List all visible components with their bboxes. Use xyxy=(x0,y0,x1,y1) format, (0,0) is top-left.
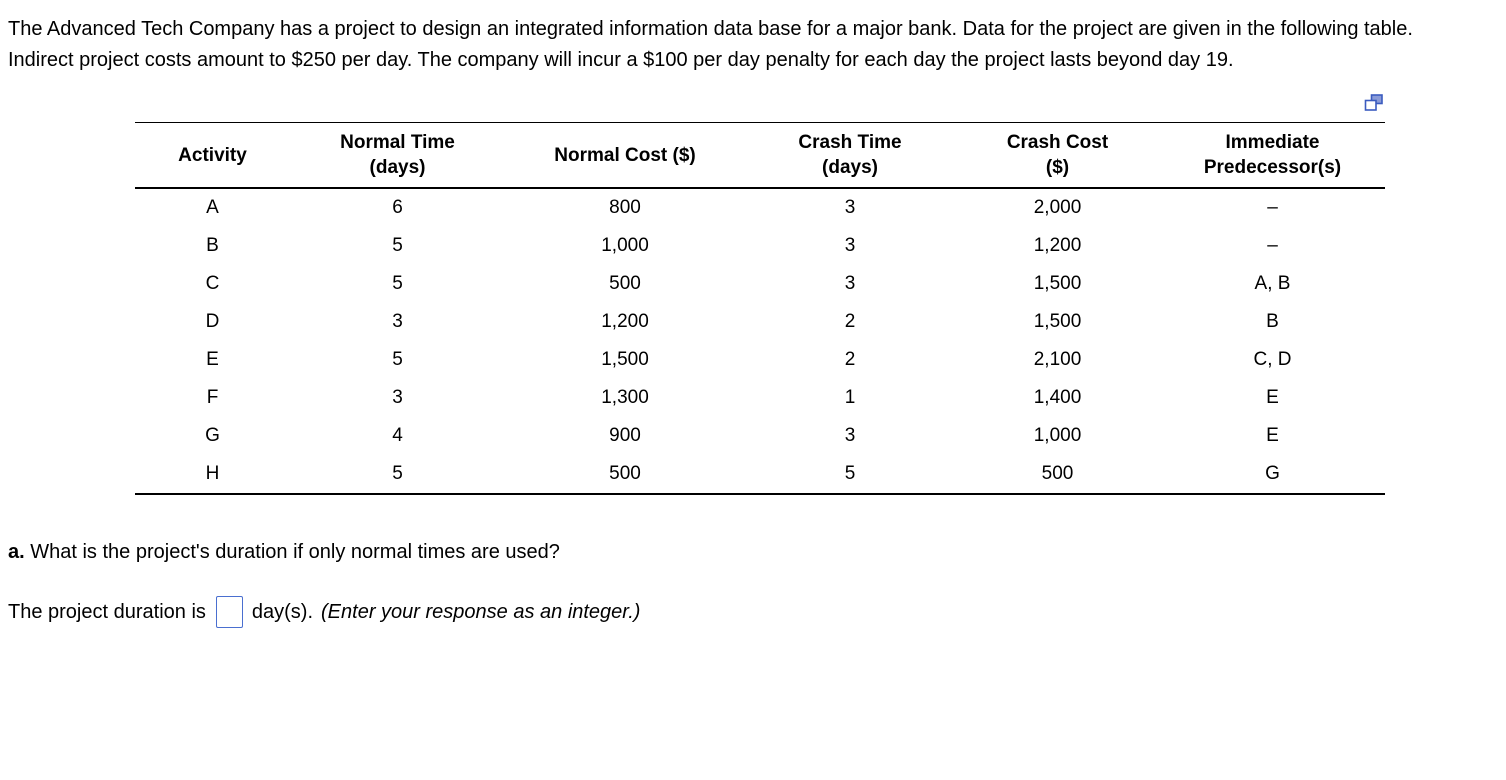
cell-predecessors: E xyxy=(1266,387,1279,408)
cell-crash-time: 3 xyxy=(844,273,856,294)
cell-predecessors: C, D xyxy=(1253,349,1292,370)
header-normal-cost: Normal Cost ($) xyxy=(554,144,696,166)
cell-crash-time: 2 xyxy=(844,349,856,370)
problem-page: The Advanced Tech Company has a project … xyxy=(8,18,1506,628)
problem-statement: The Advanced Tech Company has a project … xyxy=(8,18,1413,71)
cell-normal-cost: 900 xyxy=(609,425,641,446)
question-a: a. What is the project's duration if onl… xyxy=(8,541,1506,564)
table-row: D 3 1,200 2 1,500 B xyxy=(135,303,1385,341)
cell-predecessors: A, B xyxy=(1254,273,1291,294)
duplicate-window-icon-svg xyxy=(1364,94,1383,111)
header-row: Activity Normal Time (days) Normal Cost … xyxy=(135,123,1385,188)
answer-suffix: day(s). xyxy=(251,600,314,623)
cell-crash-time: 3 xyxy=(844,235,856,256)
question-part-label: a. xyxy=(8,541,25,563)
cell-activity: H xyxy=(205,463,220,484)
cell-normal-time: 3 xyxy=(392,387,403,408)
cell-normal-time: 5 xyxy=(392,273,403,294)
cell-normal-cost: 500 xyxy=(609,273,641,294)
table-row: E 5 1,500 2 2,100 C, D xyxy=(135,341,1385,379)
answer-hint: (Enter your response as an integer.) xyxy=(321,600,641,623)
cell-normal-time: 5 xyxy=(392,463,403,484)
data-table-section: Activity Normal Time (days) Normal Cost … xyxy=(135,94,1385,495)
header-crash-time: Crash Time (days) xyxy=(798,132,902,178)
cell-predecessors: E xyxy=(1266,425,1279,446)
header-normal-time: Normal Time (days) xyxy=(340,132,455,178)
cell-normal-cost: 500 xyxy=(609,463,641,484)
project-data-table: Activity Normal Time (days) Normal Cost … xyxy=(135,122,1385,495)
cell-normal-time: 3 xyxy=(392,311,403,332)
cell-normal-cost: 1,500 xyxy=(601,349,649,370)
cell-normal-cost: 1,200 xyxy=(601,311,649,332)
cell-normal-time: 4 xyxy=(392,425,403,446)
header-predecessors: Immediate Predecessor(s) xyxy=(1203,132,1342,178)
cell-predecessors: – xyxy=(1267,235,1278,256)
cell-crash-time: 1 xyxy=(844,387,856,408)
cell-activity: C xyxy=(205,273,220,294)
table-row: F 3 1,300 1 1,400 E xyxy=(135,379,1385,417)
cell-activity: B xyxy=(206,235,219,256)
cell-normal-cost: 1,000 xyxy=(601,235,649,256)
answer-prefix: The project duration is xyxy=(8,600,206,623)
cell-crash-cost: 2,100 xyxy=(1033,349,1082,370)
cell-crash-cost: 1,500 xyxy=(1033,273,1082,294)
cell-crash-time: 2 xyxy=(844,311,856,332)
cell-normal-time: 5 xyxy=(392,235,403,256)
cell-crash-time: 5 xyxy=(844,463,856,484)
cell-normal-cost: 1,300 xyxy=(601,387,649,408)
cell-activity: E xyxy=(206,349,219,370)
cell-predecessors: G xyxy=(1265,463,1280,484)
table-row: A 6 800 3 2,000 – xyxy=(135,188,1385,227)
table-row: C 5 500 3 1,500 A, B xyxy=(135,265,1385,303)
cell-activity: F xyxy=(206,387,219,408)
cell-activity: G xyxy=(205,425,220,446)
cell-activity: D xyxy=(205,311,220,332)
cell-predecessors: B xyxy=(1266,311,1279,332)
cell-crash-cost: 2,000 xyxy=(1033,197,1082,218)
cell-normal-cost: 800 xyxy=(609,197,641,218)
table-row: H 5 500 5 500 G xyxy=(135,455,1385,494)
cell-crash-cost: 500 xyxy=(1041,463,1074,484)
cell-crash-cost: 1,400 xyxy=(1033,387,1082,408)
table-row: B 5 1,000 3 1,200 – xyxy=(135,227,1385,265)
answer-line: The project duration is day(s). (Enter y… xyxy=(8,596,1506,628)
answer-input[interactable] xyxy=(215,596,243,628)
cell-crash-cost: 1,500 xyxy=(1033,311,1082,332)
cell-normal-time: 6 xyxy=(392,197,403,218)
cell-predecessors: – xyxy=(1267,197,1278,218)
cell-crash-cost: 1,200 xyxy=(1033,235,1082,256)
cell-crash-time: 3 xyxy=(844,197,856,218)
table-row: G 4 900 3 1,000 E xyxy=(135,417,1385,455)
cell-normal-time: 5 xyxy=(392,349,403,370)
header-activity: Activity xyxy=(178,144,247,166)
header-crash-cost: Crash Cost ($) xyxy=(1006,132,1109,178)
duplicate-window-icon[interactable] xyxy=(1363,92,1385,114)
cell-crash-time: 3 xyxy=(844,425,856,446)
cell-activity: A xyxy=(206,197,219,218)
question-text: What is the project's duration if only n… xyxy=(30,541,560,563)
cell-crash-cost: 1,000 xyxy=(1033,425,1082,446)
